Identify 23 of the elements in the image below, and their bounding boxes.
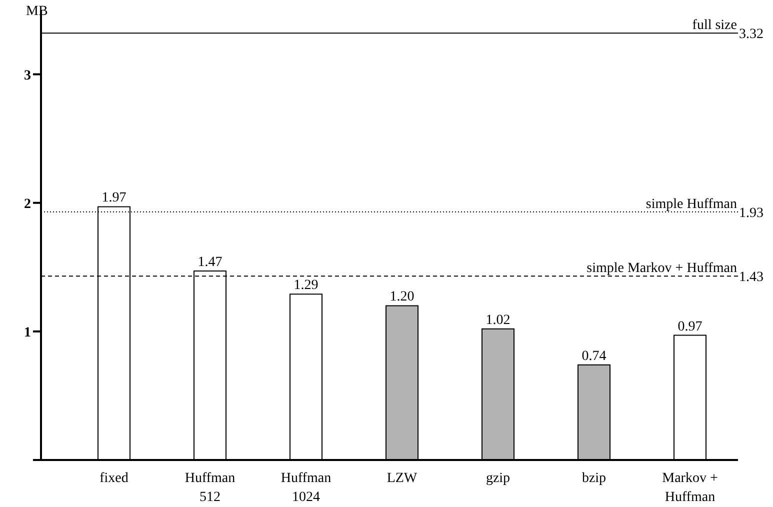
data-label: 1.47 (198, 255, 222, 270)
data-label: 0.74 (582, 348, 606, 364)
text: 1.93 (739, 206, 764, 221)
x-tick-label: bzip (582, 471, 606, 486)
text: 3.32 (739, 27, 764, 42)
data-label: 1.29 (294, 278, 318, 294)
data-label: 1.02 (486, 312, 510, 328)
x-tick-label: gzip (486, 471, 510, 486)
y-tick-label: 1 (24, 325, 31, 340)
ref-line-label: simple Markov + Huffman (586, 261, 737, 276)
y-tick-label: 2 (24, 196, 31, 212)
data-label: 1.20 (390, 290, 414, 305)
ref-line-label: full size (692, 18, 737, 34)
x-tick-label: Huffman 1024 (280, 471, 332, 505)
data-label: 0.97 (678, 319, 702, 334)
data-label: 1.97 (102, 190, 126, 206)
x-tick-label: Huffman 512 (184, 471, 236, 505)
x-tick-label: LZW (386, 471, 418, 486)
x-tick-label: fixed (100, 471, 128, 486)
y-tick-label: 3 (24, 68, 31, 84)
x-tick-label: Markov + Huffman (662, 471, 718, 505)
text: 1.43 (739, 270, 764, 286)
ref-line-label: simple Huffman (646, 196, 737, 212)
